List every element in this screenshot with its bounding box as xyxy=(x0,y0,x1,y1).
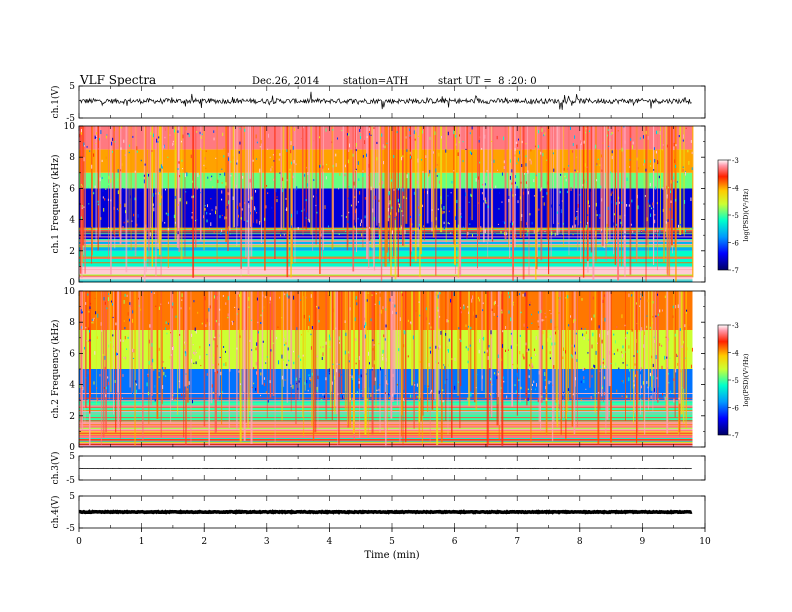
ch2-spectrogram-ytick-label: 10 xyxy=(64,287,76,297)
ch1-spectrogram-band xyxy=(79,266,693,282)
ch1-spectrogram-ytick-label: 10 xyxy=(64,122,76,132)
ch1-waveform-panel: 5 -5 ch.1(V) xyxy=(50,82,706,124)
ch2-spectrogram-panel: 0 2 4 6 8 10 ch.2 Frequency (kHz) xyxy=(50,287,706,453)
ch1-spectrogram-ytick-label: 8 xyxy=(69,153,75,163)
ch1-spectrogram-colorbar-tick: -4 xyxy=(732,185,739,193)
ch2-spectrogram-ytick-label: 8 xyxy=(69,318,75,328)
time-tick-label: 5 xyxy=(389,537,395,547)
time-tick-label: 4 xyxy=(327,537,333,547)
ch4-waveform-panel: 5 -5 ch.4(V) xyxy=(50,492,706,534)
ch1-colorbar: -7 -6 -5 -4 -3 log(PSD)(V²/Hz) xyxy=(717,157,750,275)
ch1-spectrogram-colorbar-tick: -7 xyxy=(732,267,739,275)
ch1-spectrogram-panel: 0 2 4 6 8 10 ch.1 Frequency (kHz) xyxy=(50,122,706,288)
ch1-spectrogram-ytick-label: 6 xyxy=(69,184,75,194)
ch1-waveform-ytick-label: 5 xyxy=(69,82,75,92)
time-tick-label: 10 xyxy=(699,537,711,547)
ch4-waveform-trace xyxy=(78,509,693,515)
ch1-waveform-ylabel: ch.1(V) xyxy=(50,86,61,119)
ch1-spectrogram-ylabel: ch.1 Frequency (kHz) xyxy=(50,155,61,254)
time-axis: 0 1 2 3 4 5 6 7 8 9 10 xyxy=(76,528,711,547)
ch2-spectrogram-colorbar-tick: -5 xyxy=(732,377,739,385)
ch3-waveform-ytick-label: 5 xyxy=(69,452,75,462)
ch2-spectrogram-ytick-label: 4 xyxy=(69,381,75,391)
time-tick-label: 0 xyxy=(76,537,82,547)
station-label: station=ATH xyxy=(343,76,409,87)
ch1-spectrogram-ytick-label: 0 xyxy=(69,278,75,288)
ch1-waveform-ytick-label: -5 xyxy=(66,114,75,124)
start-time-label: start UT = 8 :20: 0 xyxy=(438,76,537,87)
ch4-waveform-ytick-label: 5 xyxy=(69,492,75,502)
ch2-spectrogram-colorbar-label: log(PSD)(V²/Hz) xyxy=(742,353,750,406)
figure-title: VLF Spectra xyxy=(80,73,157,87)
ch2-spectrogram-ylabel: ch.2 Frequency (kHz) xyxy=(50,320,61,419)
ch1-spectrogram-ytick-label: 4 xyxy=(69,216,75,226)
ch2-spectrogram-colorbar-scale xyxy=(717,324,729,436)
time-tick-label: 7 xyxy=(514,537,520,547)
time-tick-label: 6 xyxy=(452,537,458,547)
ch1-spectrogram-colorbar-label: log(PSD)(V²/Hz) xyxy=(742,188,750,241)
ch4-waveform-ylabel: ch.4(V) xyxy=(50,496,61,529)
time-tick-label: 9 xyxy=(640,537,646,547)
time-axis-label: Time (min) xyxy=(364,550,419,561)
ch2-spectrogram-colorbar-tick: -7 xyxy=(732,432,739,440)
ch2-spectrogram-ytick-label: 2 xyxy=(69,412,75,422)
ch2-spectrogram-colorbar-tick: -4 xyxy=(732,350,739,358)
ch2-spectrogram-colorbar-tick: -6 xyxy=(732,405,739,413)
date-label: Dec.26, 2014 xyxy=(252,76,320,87)
ch3-waveform-ytick-label: -5 xyxy=(66,476,75,486)
ch2-spectrogram-ytick-label: 6 xyxy=(69,349,75,359)
ch1-spectrogram-colorbar-scale xyxy=(717,159,729,271)
ch1-spectrogram-colorbar-tick: -3 xyxy=(732,157,739,165)
time-tick-label: 3 xyxy=(264,537,270,547)
ch1-spectrogram-colorbar-tick: -5 xyxy=(732,212,739,220)
ch2-colorbar: -7 -6 -5 -4 -3 log(PSD)(V²/Hz) xyxy=(717,322,750,440)
time-tick-label: 8 xyxy=(577,537,583,547)
ch1-spectrogram-ytick-label: 2 xyxy=(69,247,75,257)
ch2-spectrogram-ytick-label: 0 xyxy=(69,443,75,453)
ch1-waveform-trace xyxy=(78,91,692,110)
ch2-spectrogram-image xyxy=(79,291,693,447)
ch3-waveform-ylabel: ch.3(V) xyxy=(50,452,61,485)
ch3-waveform-panel: 5 -5 ch.3(V) xyxy=(50,452,706,486)
time-tick-label: 1 xyxy=(139,537,145,547)
ch1-spectrogram-image xyxy=(79,126,694,283)
time-tick-label: 2 xyxy=(201,537,207,547)
ch4-waveform-ytick-label: -5 xyxy=(66,524,75,534)
ch1-spectrogram-colorbar-tick: -6 xyxy=(732,240,739,248)
ch2-spectrogram-colorbar-tick: -3 xyxy=(732,322,739,330)
